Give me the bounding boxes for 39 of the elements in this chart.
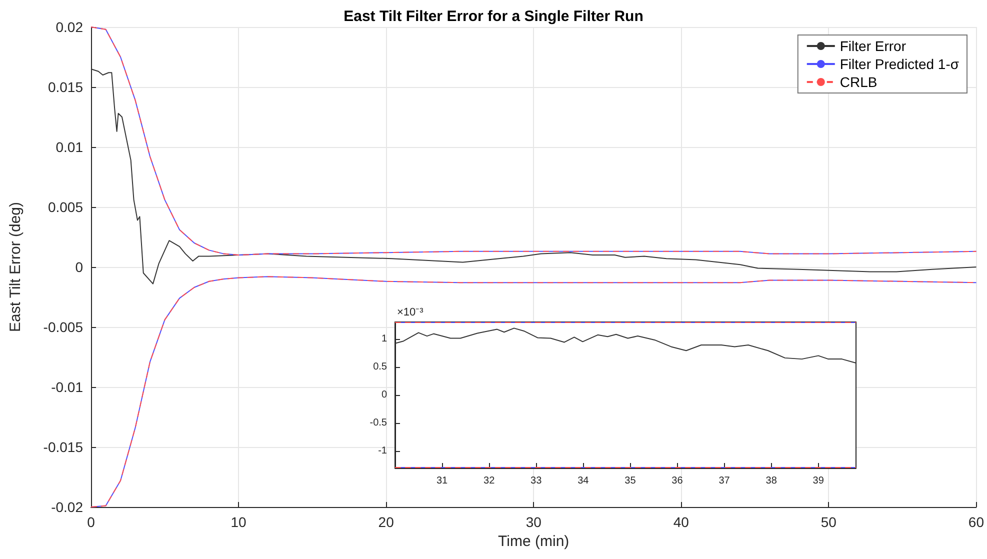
- line-series: [90, 68, 977, 284]
- x-tick-label: 33: [530, 476, 542, 486]
- x-axis-title: Time (min): [498, 532, 570, 550]
- y-tick-label: 0.005: [48, 199, 84, 215]
- x-tick-label: 32: [484, 476, 496, 486]
- legend-label: CRLB: [840, 74, 878, 90]
- x-tick-label: 31: [436, 476, 448, 486]
- x-tick-label: 34: [578, 476, 590, 486]
- x-tick-label: 37: [718, 476, 730, 486]
- x-tick-label: 39: [812, 476, 824, 486]
- y-tick-label: 0.5: [373, 361, 388, 372]
- x-tick-label: 0: [87, 514, 96, 530]
- x-tick-label: 60: [968, 514, 984, 530]
- y-tick-label: 0.02: [56, 19, 84, 35]
- y-tick-label: -1: [378, 446, 388, 457]
- y-axis-title: East Tilt Error (deg): [7, 202, 24, 332]
- legend-label: Filter Predicted 1-σ: [840, 56, 960, 72]
- y-tick-label: -0.02: [51, 499, 84, 515]
- y-tick-label: -0.5: [370, 418, 388, 429]
- x-tick-label: 38: [766, 476, 778, 486]
- legend-label: Filter Error: [840, 38, 906, 54]
- y-tick-label: -0.015: [43, 439, 84, 455]
- x-tick-label: 20: [378, 514, 394, 530]
- y-tick-label: 1: [381, 333, 388, 344]
- x-tick-label: 10: [230, 514, 247, 530]
- y-tick-label: 0: [75, 259, 84, 275]
- x-tick-label: 35: [624, 476, 636, 486]
- y-tick-label: 0.015: [48, 79, 84, 95]
- y-tick-label: -0.005: [43, 319, 84, 335]
- y-tick-label: 0: [381, 390, 388, 400]
- x-tick-label: 40: [673, 514, 690, 530]
- chart-title: East Tilt Filter Error for a Single Filter Run: [344, 8, 644, 25]
- y-tick-label: 0.01: [56, 139, 84, 155]
- line-series: [394, 328, 856, 364]
- x-tick-label: 36: [672, 476, 684, 486]
- y-tick-label: -0.01: [51, 379, 84, 395]
- x-tick-label: 50: [820, 514, 837, 530]
- x-tick-label: 30: [526, 514, 542, 530]
- annotation: ×10⁻³: [397, 306, 424, 318]
